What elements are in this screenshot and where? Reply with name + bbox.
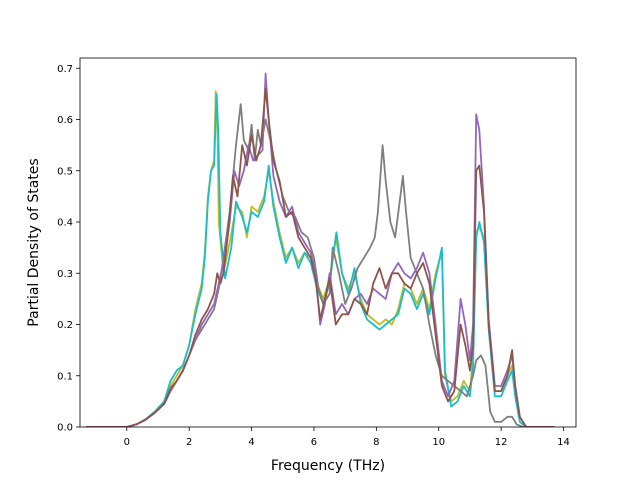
y-tick-label: 0.3 <box>57 269 73 280</box>
y-tick-label: 0.5 <box>57 166 73 177</box>
series-line-2 <box>86 93 555 427</box>
x-tick-label: 2 <box>186 437 192 448</box>
series-line-5 <box>86 87 555 427</box>
y-axis-ticks: 0.0 0.1 0.2 0.3 0.4 0.5 0.6 0.7 <box>57 64 80 434</box>
x-tick-label: 8 <box>373 437 379 448</box>
y-tick-label: 0.2 <box>57 320 73 331</box>
x-axis-ticks: 0 2 4 6 8 10 12 14 <box>124 427 570 448</box>
y-axis-label: Partial Density of States <box>26 158 42 326</box>
y-tick-label: 0.7 <box>57 64 73 75</box>
axes-frame <box>79 57 577 428</box>
x-tick-label: 12 <box>495 437 508 448</box>
y-tick-label: 0.6 <box>57 115 73 126</box>
series-layer <box>86 72 555 427</box>
x-axis-label: Frequency (THz) <box>271 458 385 474</box>
y-tick-label: 0.1 <box>57 371 73 382</box>
y-tick-label: 0.4 <box>57 218 73 229</box>
x-tick-label: 0 <box>124 437 130 448</box>
x-tick-label: 4 <box>248 437 254 448</box>
x-tick-label: 14 <box>557 437 570 448</box>
series-line-3 <box>86 103 555 427</box>
x-tick-label: 10 <box>432 437 445 448</box>
y-tick-label: 0.0 <box>57 423 73 434</box>
x-tick-label: 6 <box>311 437 317 448</box>
